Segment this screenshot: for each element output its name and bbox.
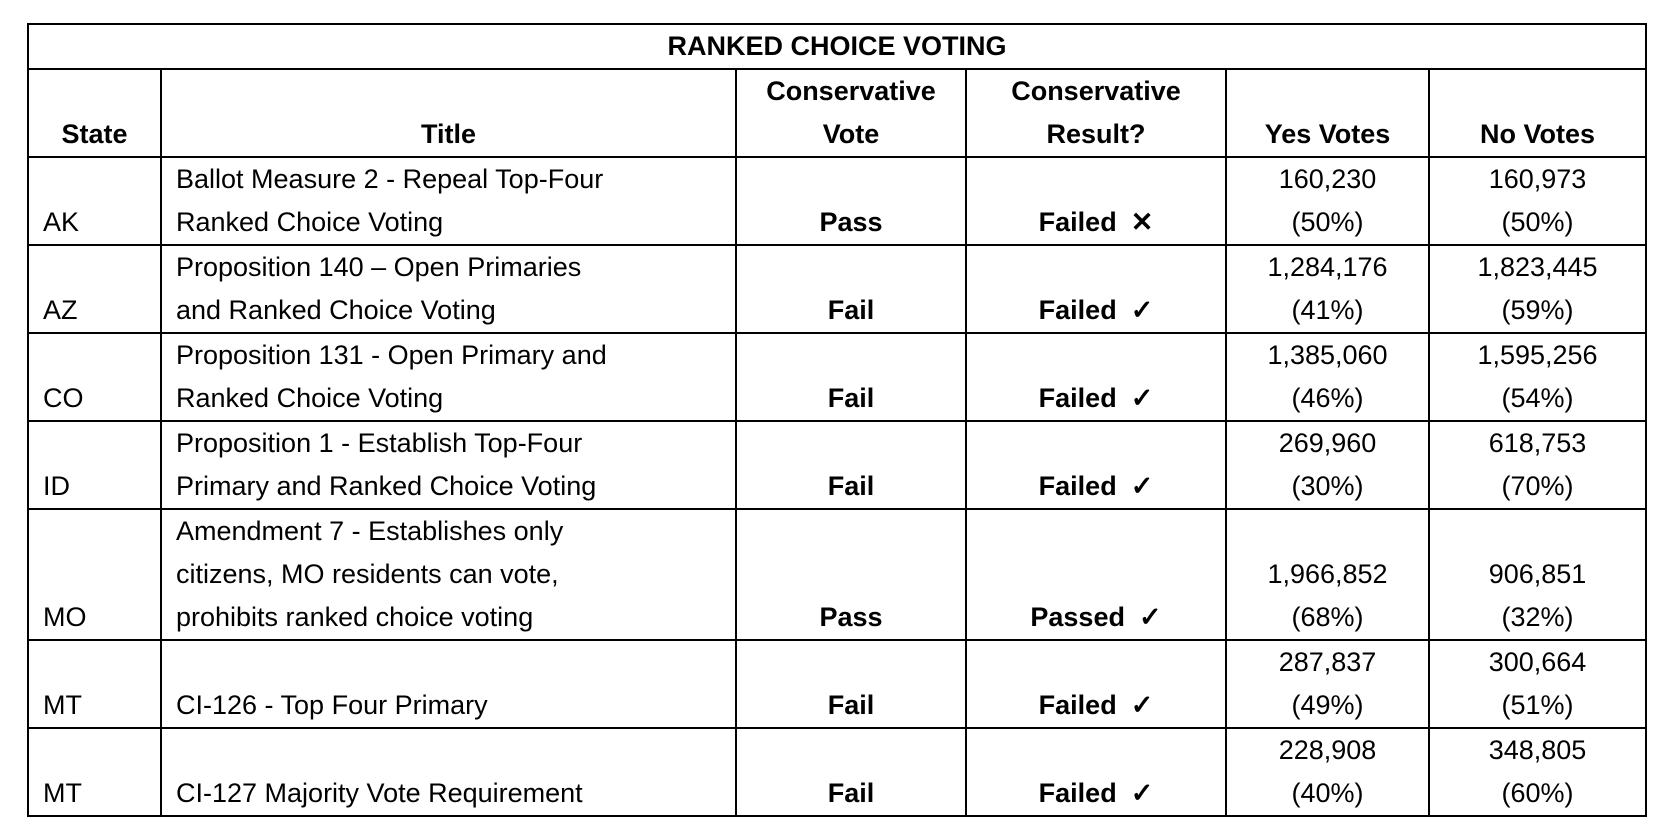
title-cell: CI-126 - Top Four Primary bbox=[160, 639, 737, 729]
table-row: MO Amendment 7 - Establishes only citizens… bbox=[27, 508, 1648, 641]
conservative-result-cell: Passed ✓ bbox=[965, 508, 1227, 641]
table-title: RANKED CHOICE VOTING bbox=[26, 23, 1648, 70]
table-row: AZ Proposition 140 – Open Primaries and Ra… bbox=[27, 244, 1648, 334]
title-cell: Proposition 1 - Establish Top-Four Primar… bbox=[160, 420, 737, 510]
table-row: AK Ballot Measure 2 - Repeal Top-Four Rank… bbox=[27, 156, 1648, 246]
check-icon: ✓ bbox=[1130, 471, 1154, 501]
header-title: Title bbox=[160, 68, 737, 158]
yes-votes-cell: 160,230 (50%) bbox=[1225, 156, 1430, 246]
conservative-vote-cell: Fail bbox=[735, 639, 967, 729]
no-votes-cell: 348,805 (60%) bbox=[1427, 727, 1648, 817]
table-row: MT CI-127 Majority Vote Requirement Fail Fa… bbox=[27, 727, 1648, 817]
conservative-result-cell: Failed ✓ bbox=[965, 244, 1227, 334]
header-conservative-vote: Conservative Vote bbox=[735, 68, 967, 158]
yes-votes-cell: 228,908 (40%) bbox=[1225, 727, 1430, 817]
yes-votes-cell: 1,284,176 (41%) bbox=[1225, 244, 1430, 334]
title-cell: Proposition 140 – Open Primaries and Rank… bbox=[160, 244, 737, 334]
conservative-result-cell: Failed ✓ bbox=[965, 420, 1227, 510]
conservative-vote-cell: Fail bbox=[735, 727, 967, 817]
conservative-result-cell: Failed ✓ bbox=[965, 332, 1227, 422]
state-cell: AZ bbox=[27, 244, 162, 334]
check-icon: ✓ bbox=[1138, 602, 1162, 632]
no-votes-cell: 1,823,445 (59%) bbox=[1427, 244, 1648, 334]
conservative-vote-cell: Pass bbox=[735, 156, 967, 246]
title-cell: Proposition 131 - Open Primary and Ranked… bbox=[160, 332, 737, 422]
state-cell: ID bbox=[27, 420, 162, 510]
table-row: CO Proposition 131 - Open Primary and Rank… bbox=[27, 332, 1648, 422]
no-votes-cell: 160,973 (50%) bbox=[1427, 156, 1648, 246]
check-icon: ✓ bbox=[1130, 383, 1154, 413]
state-cell: MT bbox=[27, 727, 162, 817]
state-cell: AK bbox=[27, 156, 162, 246]
state-cell: MO bbox=[27, 508, 162, 641]
conservative-vote-cell: Fail bbox=[735, 420, 967, 510]
yes-votes-cell: 1,385,060 (46%) bbox=[1225, 332, 1430, 422]
yes-votes-cell: 269,960 (30%) bbox=[1225, 420, 1430, 510]
no-votes-cell: 1,595,256 (54%) bbox=[1427, 332, 1648, 422]
header-yes-votes: Yes Votes bbox=[1225, 68, 1430, 158]
no-votes-cell: 300,664 (51%) bbox=[1427, 639, 1648, 729]
conservative-result-cell: Failed ✓ bbox=[965, 639, 1227, 729]
header-state: State bbox=[27, 68, 162, 158]
x-icon: ✕ bbox=[1130, 207, 1154, 237]
state-cell: MT bbox=[27, 639, 162, 729]
no-votes-cell: 906,851 (32%) bbox=[1427, 508, 1648, 641]
conservative-vote-cell: Fail bbox=[735, 244, 967, 334]
yes-votes-cell: 287,837 (49%) bbox=[1225, 639, 1430, 729]
no-votes-cell: 618,753 (70%) bbox=[1427, 420, 1648, 510]
check-icon: ✓ bbox=[1130, 295, 1154, 325]
header-no-votes: No Votes bbox=[1427, 68, 1648, 158]
conservative-result-cell: Failed ✓ bbox=[965, 727, 1227, 817]
state-cell: CO bbox=[27, 332, 162, 422]
title-cell: Ballot Measure 2 - Repeal Top-Four Ranked… bbox=[160, 156, 737, 246]
check-icon: ✓ bbox=[1130, 778, 1154, 808]
header-conservative-result: Conservative Result? bbox=[965, 68, 1227, 158]
yes-votes-cell: 1,966,852 (68%) bbox=[1225, 508, 1430, 641]
title-cell: Amendment 7 - Establishes only citizens, … bbox=[160, 508, 737, 641]
conservative-vote-cell: Fail bbox=[735, 332, 967, 422]
ranked-choice-voting-table: RANKED CHOICE VOTING State Title Conserv… bbox=[26, 23, 1648, 817]
table-row: ID Proposition 1 - Establish Top-Four Prim… bbox=[27, 420, 1648, 510]
title-cell: CI-127 Majority Vote Requirement bbox=[160, 727, 737, 817]
check-icon: ✓ bbox=[1130, 690, 1154, 720]
conservative-result-cell: Failed ✕ bbox=[965, 156, 1227, 246]
table-row: MT CI-126 - Top Four Primary Fail Failed ✓ 28… bbox=[27, 639, 1648, 729]
conservative-vote-cell: Pass bbox=[735, 508, 967, 641]
